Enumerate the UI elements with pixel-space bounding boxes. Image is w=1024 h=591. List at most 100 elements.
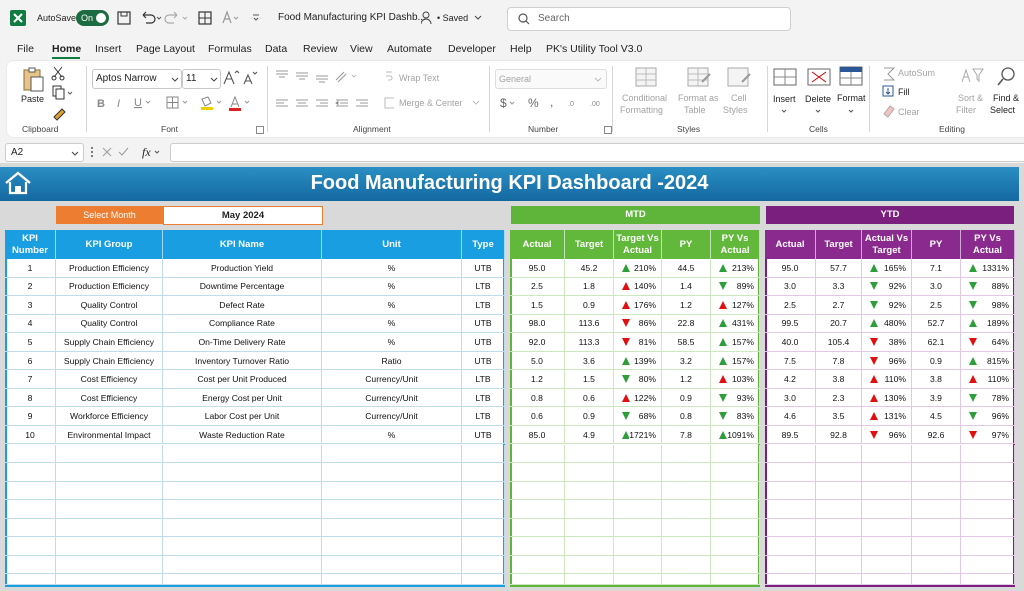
fx-label: fx bbox=[142, 145, 151, 159]
formula-icons[interactable] bbox=[88, 145, 168, 159]
search-box[interactable]: Search bbox=[507, 7, 791, 31]
empty-cell bbox=[765, 481, 816, 501]
empty-cell bbox=[862, 481, 912, 501]
variance-value: 78% bbox=[991, 392, 1009, 403]
menu-tab[interactable]: Developer bbox=[448, 43, 496, 55]
font-name-box[interactable]: Aptos Narrow bbox=[92, 69, 182, 89]
font-format-icons[interactable]: B I U bbox=[95, 95, 265, 111]
name-box[interactable]: A2 bbox=[5, 143, 84, 162]
empty-cell bbox=[614, 500, 662, 519]
number-icons[interactable]: $ %, .0 .00 bbox=[498, 94, 608, 112]
number-format-box[interactable]: General bbox=[495, 69, 607, 89]
alignment-icons[interactable] bbox=[274, 68, 394, 114]
wrap-text[interactable]: Wrap Text bbox=[399, 73, 440, 83]
header-text: Target bbox=[574, 238, 604, 250]
share-icon[interactable] bbox=[421, 11, 433, 25]
table-cell: 92.8 bbox=[816, 425, 862, 445]
home-icon[interactable] bbox=[4, 171, 32, 195]
status-dropdown[interactable] bbox=[474, 15, 482, 21]
menu-tab[interactable]: Automate bbox=[387, 43, 432, 55]
header-text: PY Vs bbox=[974, 232, 1001, 244]
table-cell: 3.6 bbox=[565, 351, 614, 371]
empty-cell bbox=[816, 463, 862, 482]
table-cell: 8 bbox=[5, 388, 56, 408]
table-cell: 2.7 bbox=[816, 296, 862, 315]
menu-tab[interactable]: Data bbox=[265, 43, 288, 55]
font-grow-shrink[interactable] bbox=[222, 69, 262, 87]
sort-filter[interactable]: Filter bbox=[956, 105, 976, 115]
font-size-box[interactable]: 11 bbox=[182, 69, 221, 89]
save-status[interactable]: • Saved bbox=[437, 13, 469, 23]
quick-access-icons[interactable] bbox=[117, 10, 267, 26]
format-as-table[interactable]: Table bbox=[684, 105, 706, 115]
empty-cell bbox=[510, 518, 565, 538]
paste-label[interactable]: Paste bbox=[21, 94, 45, 104]
formula-input[interactable] bbox=[170, 143, 1024, 162]
table-cell: LTB bbox=[462, 296, 505, 315]
header-text: Actual Vs bbox=[864, 232, 909, 244]
empty-cell bbox=[961, 444, 1015, 464]
table-cell: 3.9 bbox=[912, 388, 961, 408]
menu-tab[interactable]: View bbox=[350, 43, 373, 55]
menu-tab[interactable]: Insert bbox=[95, 43, 122, 55]
menu-tab[interactable]: Home bbox=[52, 43, 82, 55]
table-cell: Production Yield bbox=[163, 259, 322, 278]
table-cell: Supply Chain Efficiency bbox=[56, 333, 163, 352]
cell-styles[interactable]: Styles bbox=[723, 105, 748, 115]
find-select[interactable]: Select bbox=[990, 105, 1016, 115]
conditional-formatting[interactable]: Conditional bbox=[622, 93, 668, 103]
fill[interactable]: Fill bbox=[898, 87, 910, 97]
month-selector[interactable]: May 2024 bbox=[163, 206, 323, 225]
empty-cell bbox=[711, 555, 760, 575]
styles-icons[interactable] bbox=[632, 66, 757, 92]
menu-tab[interactable]: File bbox=[17, 43, 34, 55]
column-header: KPI Name bbox=[163, 230, 322, 259]
cells-icons[interactable] bbox=[772, 66, 867, 114]
menu-tab[interactable]: PK's Utility Tool V3.0 bbox=[546, 43, 643, 55]
sort-filter[interactable]: Sort & bbox=[958, 93, 984, 103]
empty-cell bbox=[5, 481, 56, 501]
autosum[interactable]: AutoSum bbox=[898, 68, 936, 78]
format-as-table[interactable]: Format as bbox=[678, 93, 719, 103]
empty-cell bbox=[816, 537, 862, 556]
clear[interactable]: Clear bbox=[898, 107, 920, 117]
table-cell: 1.8 bbox=[565, 277, 614, 297]
variance-value: 96% bbox=[888, 429, 906, 440]
format-button[interactable]: Format bbox=[837, 93, 866, 103]
autosave-toggle[interactable]: On bbox=[76, 10, 109, 26]
variance-value: 93% bbox=[736, 392, 754, 403]
table-cell: 105.4 bbox=[816, 333, 862, 352]
down-arrow-icon bbox=[969, 337, 977, 346]
variance-cell: 80% bbox=[614, 370, 662, 389]
empty-cell bbox=[662, 500, 711, 519]
empty-cell bbox=[5, 574, 56, 585]
menu-tab[interactable]: Formulas bbox=[208, 43, 252, 55]
table-cell: 52.7 bbox=[912, 314, 961, 334]
table-cell: 45.2 bbox=[565, 259, 614, 278]
editing-icons[interactable] bbox=[882, 66, 1022, 118]
table-cell: 10 bbox=[5, 425, 56, 445]
menu-tab[interactable]: Review bbox=[303, 43, 338, 55]
find-select[interactable]: Find & bbox=[993, 93, 1020, 103]
variance-value: 96% bbox=[888, 355, 906, 366]
clipboard-icons[interactable] bbox=[51, 65, 79, 121]
table-cell: 1.2 bbox=[510, 370, 565, 389]
empty-cell bbox=[163, 481, 322, 501]
excel-icon[interactable] bbox=[10, 10, 26, 26]
menu-tab[interactable]: Page Layout bbox=[136, 43, 195, 55]
empty-cell bbox=[163, 463, 322, 482]
insert-button[interactable]: Insert bbox=[773, 94, 796, 104]
table-cell: 7.1 bbox=[912, 259, 961, 278]
variance-value: 1721% bbox=[629, 429, 656, 440]
table-body bbox=[510, 230, 760, 587]
menu-tab[interactable]: Help bbox=[510, 43, 532, 55]
conditional-formatting[interactable]: Formatting bbox=[620, 105, 664, 115]
paste-icon[interactable] bbox=[21, 66, 45, 92]
table-cell: 85.0 bbox=[510, 425, 565, 445]
merge-center[interactable]: Merge & Center bbox=[399, 98, 463, 108]
variance-cell: 38% bbox=[862, 333, 912, 352]
cell-styles[interactable]: Cell bbox=[731, 93, 747, 103]
variance-value: 110% bbox=[884, 374, 906, 385]
empty-cell bbox=[163, 444, 322, 464]
delete-button[interactable]: Delete bbox=[805, 94, 832, 104]
